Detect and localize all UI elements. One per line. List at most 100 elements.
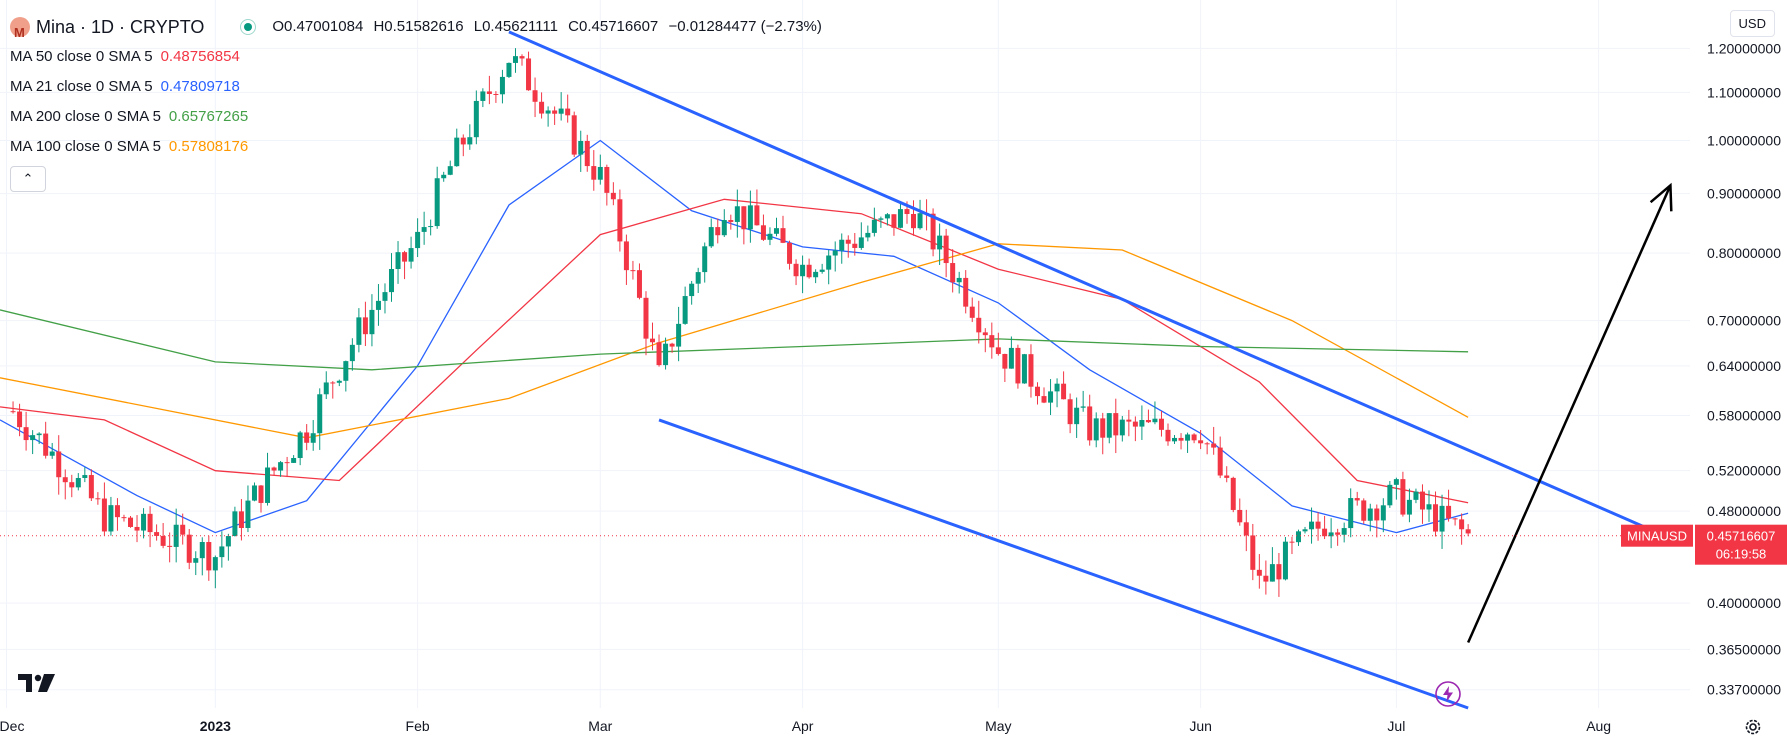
- gear-icon[interactable]: [1743, 717, 1763, 742]
- indicator-ma200[interactable]: MA 200 close 0 SMA 5 0.65767265: [10, 102, 828, 132]
- candle-body: [897, 209, 903, 228]
- candle-body: [389, 268, 395, 293]
- candle-body: [1048, 391, 1054, 403]
- indicator-ma50[interactable]: MA 50 close 0 SMA 5 0.48756854: [10, 42, 828, 72]
- tradingview-logo-icon[interactable]: [18, 674, 56, 697]
- candle-body: [1230, 477, 1236, 510]
- candle-body: [1034, 386, 1040, 397]
- ma-line-ma200: [0, 309, 1469, 371]
- candle-body: [382, 292, 388, 301]
- candle-body: [650, 338, 656, 343]
- candle-body: [1426, 504, 1432, 510]
- candle-body: [343, 361, 349, 381]
- price-tag-countdown: 06:19:58: [1716, 547, 1767, 562]
- candle-body: [571, 115, 577, 155]
- candle-body: [819, 269, 825, 272]
- candle-body: [258, 485, 264, 503]
- y-tick-label: 0.80000000: [1707, 245, 1781, 261]
- indicator-ma100[interactable]: MA 100 close 0 SMA 5 0.57808176: [10, 132, 828, 162]
- candle-body: [741, 206, 747, 230]
- candle-body: [1348, 498, 1354, 529]
- candle-body: [1380, 505, 1386, 521]
- candle-body: [297, 432, 303, 458]
- candle-body: [36, 433, 42, 436]
- candle-body: [291, 457, 297, 463]
- lightning-icon[interactable]: [1434, 680, 1462, 713]
- candle-body: [1061, 383, 1067, 400]
- symbol-title[interactable]: Mina · 1D · CRYPTO: [36, 17, 205, 37]
- candle-body: [180, 524, 186, 535]
- candle-body: [904, 209, 910, 214]
- y-tick-label: 1.10000000: [1707, 84, 1781, 100]
- candle-body: [271, 467, 277, 471]
- candle-body: [1165, 429, 1171, 442]
- candle-body: [128, 517, 134, 527]
- candle-body: [480, 91, 486, 101]
- price-axis[interactable]: 1.20000000 1.10000000 1.00000000 0.90000000…: [1707, 40, 1781, 697]
- x-tick-label: Feb: [406, 718, 430, 734]
- candle-body: [186, 534, 192, 563]
- indicator-ma21[interactable]: MA 21 close 0 SMA 5 0.47809718: [10, 72, 828, 102]
- candle-body: [1211, 443, 1217, 448]
- candle-body: [141, 513, 147, 531]
- moving-average-lines: [0, 139, 1469, 534]
- candle-body: [911, 213, 917, 229]
- candle-body: [395, 252, 401, 269]
- symbol-header[interactable]: Mina · 1D · CRYPTO O0.47001084 H0.515826…: [10, 12, 828, 48]
- candle-body: [147, 513, 153, 533]
- candle-body: [101, 498, 107, 532]
- collapse-legend-button[interactable]: ⌃: [10, 166, 46, 192]
- candle-body: [1041, 396, 1047, 403]
- candle-body: [1387, 484, 1393, 506]
- candle-body: [539, 101, 545, 114]
- candlesticks: [10, 48, 1471, 597]
- candle-body: [428, 226, 434, 228]
- candle-body: [754, 205, 760, 226]
- candle-body: [206, 542, 212, 571]
- high-value: H0.51582616: [373, 18, 464, 35]
- arrow-head: [1649, 182, 1673, 212]
- candle-body: [734, 206, 740, 222]
- candle-body: [1054, 383, 1060, 392]
- y-tick-label: 0.48000000: [1707, 503, 1781, 519]
- time-axis[interactable]: Dec 2023 Feb Mar Apr May Jun Jul Aug: [0, 718, 1611, 734]
- candle-body: [69, 482, 75, 488]
- indicator-value: 0.48756854: [160, 48, 240, 65]
- y-tick-label: 0.90000000: [1707, 186, 1781, 202]
- candle-body: [160, 535, 166, 546]
- currency-selector[interactable]: USD: [1729, 10, 1775, 37]
- chart-grid: [0, 0, 1690, 708]
- y-tick-label: 0.64000000: [1707, 358, 1781, 374]
- candle-body: [526, 58, 532, 91]
- candle-body: [715, 227, 721, 236]
- candle-body: [963, 277, 969, 307]
- market-status-icon[interactable]: [240, 19, 257, 35]
- candle-body: [1341, 528, 1347, 535]
- candle-body: [134, 526, 140, 531]
- channel-trendline: [508, 30, 1658, 534]
- y-tick-label: 0.36500000: [1707, 641, 1781, 657]
- candle-body: [623, 241, 629, 271]
- candle-body: [212, 557, 218, 571]
- channel-trendline: [658, 418, 1469, 710]
- candle-body: [1315, 521, 1321, 529]
- candle-body: [767, 233, 773, 240]
- candle-body: [1204, 443, 1210, 445]
- candle-body: [943, 235, 949, 264]
- candle-body: [584, 140, 590, 167]
- candle-body: [154, 532, 160, 536]
- candle-body: [721, 220, 727, 236]
- indicator-label: MA 50 close 0 SMA 5: [10, 48, 153, 65]
- candle-body: [1413, 491, 1419, 500]
- candle-body: [780, 228, 786, 243]
- candle-body: [17, 411, 23, 428]
- candle-body: [362, 317, 368, 335]
- drawing-annotations[interactable]: [508, 30, 1673, 710]
- low-value: L0.45621111: [473, 18, 558, 35]
- candle-body: [969, 306, 975, 318]
- mina-logo-icon: [10, 17, 30, 48]
- candle-body: [806, 264, 812, 278]
- candle-body: [1295, 531, 1301, 543]
- candle-body: [408, 248, 414, 262]
